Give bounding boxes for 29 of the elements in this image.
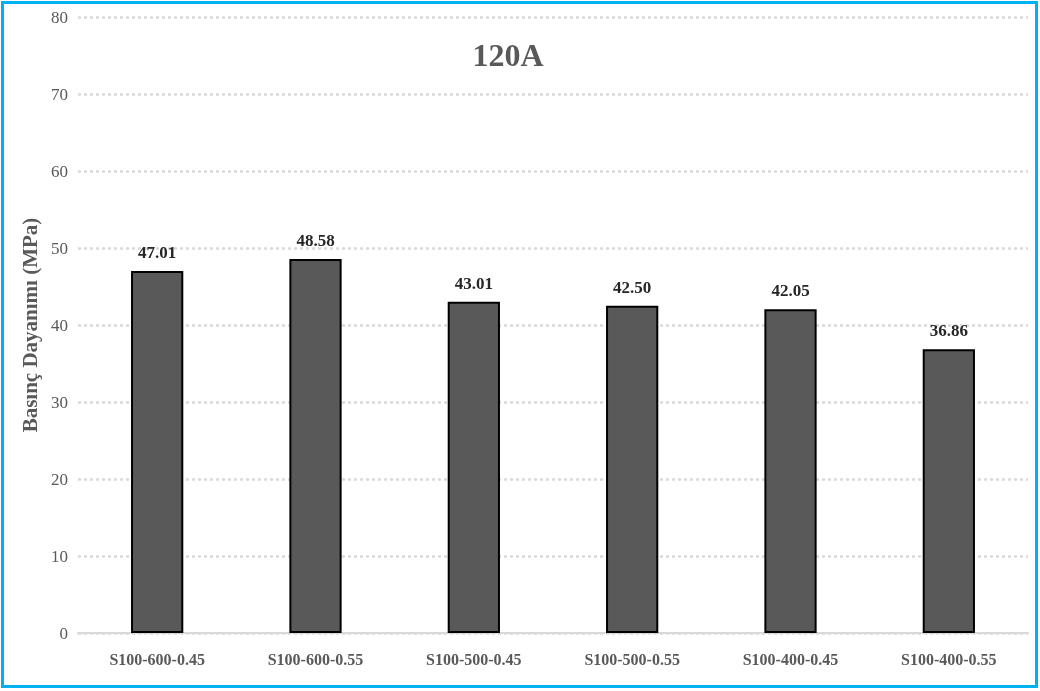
text: 120A bbox=[472, 37, 544, 73]
y-tick-label: 80 bbox=[51, 7, 68, 27]
x-tick-label: S100-400-0.45 bbox=[742, 650, 839, 668]
y-axis-title: Basınç Dayanımı (MPa) bbox=[17, 217, 42, 433]
data-label: 42.05 bbox=[771, 281, 810, 301]
bar bbox=[447, 301, 500, 633]
y-tick-label: 0 bbox=[59, 623, 68, 643]
data-label: 43.01 bbox=[454, 273, 493, 293]
bar bbox=[131, 271, 184, 633]
bar bbox=[289, 258, 342, 633]
bar bbox=[764, 309, 817, 633]
data-label: 42.50 bbox=[613, 277, 652, 297]
bar bbox=[606, 305, 659, 633]
x-tick-label: S100-400-0.55 bbox=[901, 650, 997, 668]
y-tick-label: 60 bbox=[51, 161, 68, 181]
data-label: 48.58 bbox=[296, 230, 335, 250]
x-tick-label: S100-600-0.55 bbox=[267, 650, 364, 668]
y-tick-label: 30 bbox=[51, 392, 68, 412]
x-tick-label: S100-500-0.55 bbox=[584, 650, 680, 668]
y-tick-label: 20 bbox=[51, 469, 68, 489]
y-tick-label: 70 bbox=[51, 84, 68, 104]
x-tick-label: S100-500-0.45 bbox=[426, 650, 522, 668]
y-tick-label: 50 bbox=[51, 238, 68, 258]
y-tick-label: 10 bbox=[51, 546, 68, 566]
data-label: 47.01 bbox=[138, 243, 177, 263]
data-label: 36.86 bbox=[929, 321, 968, 341]
y-tick-label: 40 bbox=[51, 315, 68, 335]
bar bbox=[922, 349, 975, 633]
x-tick-label: S100-600-0.45 bbox=[109, 650, 205, 668]
